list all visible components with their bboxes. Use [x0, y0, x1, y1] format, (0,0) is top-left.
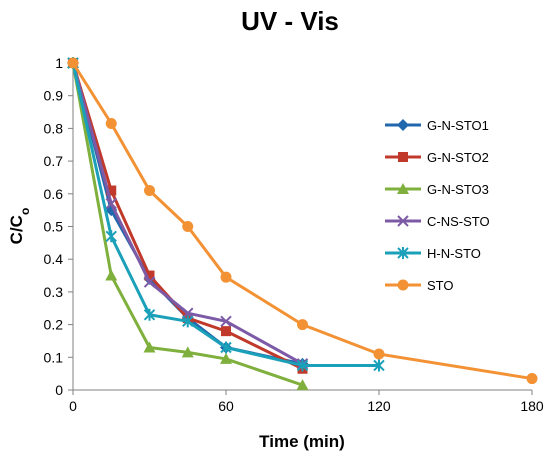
legend-label: G-N-STO3 — [427, 182, 489, 197]
data-point — [181, 346, 194, 358]
y-tick-label: 0.3 — [44, 284, 64, 300]
x-tick-label: 60 — [218, 398, 234, 414]
y-tick-label: 0.5 — [44, 219, 64, 235]
data-point — [526, 373, 538, 385]
data-point — [143, 308, 156, 321]
legend-item: C-NS-STO — [385, 214, 490, 229]
legend-marker — [397, 183, 409, 194]
data-point — [220, 341, 232, 354]
y-axis-label-main: C/C — [7, 215, 26, 244]
series-line — [71, 62, 304, 366]
legend-item: G-N-STO1 — [385, 118, 489, 133]
legend-label: C-NS-STO — [427, 214, 490, 229]
chart-title: UV - Vis — [241, 6, 339, 36]
data-point — [143, 341, 156, 353]
legend-label: STO — [427, 278, 454, 293]
legend-item: G-N-STO3 — [385, 182, 489, 197]
legend-marker — [397, 119, 409, 131]
data-point — [182, 221, 194, 232]
data-point — [182, 307, 194, 319]
data-point — [220, 315, 232, 328]
ticks: 0 0.1 0.2 0.3 0.4 0.5 0.6 0.7 0.8 0.9 1 0 60 120 180 — [44, 55, 544, 414]
data-point — [296, 379, 309, 391]
legend-item: G-N-STO2 — [385, 150, 489, 165]
legend-marker — [397, 215, 409, 227]
legend-marker — [398, 152, 408, 162]
series-layer — [67, 57, 538, 391]
data-point — [67, 57, 79, 69]
y-tick-label: 0.1 — [44, 349, 64, 365]
y-tick-label: 0.2 — [44, 317, 64, 333]
y-axis-label-subscript: o — [18, 208, 32, 215]
y-tick-label: 1 — [55, 55, 63, 71]
data-point — [144, 270, 155, 281]
x-tick-label: 0 — [69, 398, 77, 414]
legend: G-N-STO1 G-N-STO2 G-N-STO3 C-NS-STO H-N-STO S… — [385, 118, 490, 293]
x-tick-label: 120 — [367, 398, 391, 414]
data-point — [182, 315, 194, 328]
data-point — [297, 319, 308, 331]
y-tick-label: 0.9 — [44, 88, 64, 104]
legend-marker — [397, 247, 409, 259]
series-line — [71, 62, 533, 381]
data-point — [220, 271, 232, 283]
legend-marker — [397, 279, 409, 291]
x-tick-label: 180 — [520, 398, 544, 414]
series-sto — [67, 57, 538, 385]
data-point — [373, 359, 385, 372]
data-point — [221, 326, 231, 337]
y-tick-label: 0 — [55, 382, 63, 398]
legend-item: H-N-STO — [385, 246, 481, 261]
x-axis-label: Time (min) — [259, 432, 345, 451]
data-point — [105, 269, 118, 281]
data-point — [220, 352, 232, 364]
y-axis-label: C/Co — [7, 208, 32, 245]
data-point — [105, 197, 117, 210]
y-tick-label: 0.4 — [44, 251, 64, 267]
series-line — [71, 62, 303, 387]
data-point — [144, 185, 155, 197]
legend-label: H-N-STO — [427, 246, 481, 261]
y-tick-label: 0.8 — [44, 120, 64, 136]
data-point — [106, 185, 117, 196]
legend-label: G-N-STO2 — [427, 150, 489, 165]
data-point — [296, 359, 309, 372]
data-point — [105, 230, 117, 243]
data-point — [105, 117, 117, 129]
y-tick-label: 0.6 — [44, 186, 64, 202]
legend-item: STO — [385, 278, 454, 293]
legend-label: G-N-STO1 — [427, 118, 489, 133]
y-tick-label: 0.7 — [44, 153, 64, 169]
data-point — [143, 276, 156, 288]
data-point — [373, 348, 385, 360]
